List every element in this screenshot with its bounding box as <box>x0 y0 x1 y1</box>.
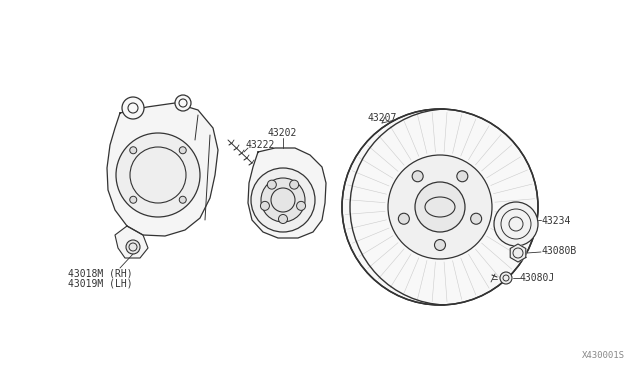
Polygon shape <box>248 148 326 238</box>
Circle shape <box>470 213 482 224</box>
Polygon shape <box>115 226 148 258</box>
Circle shape <box>116 133 200 217</box>
Circle shape <box>342 109 538 305</box>
Circle shape <box>126 240 140 254</box>
Text: 43019M (LH): 43019M (LH) <box>68 278 132 288</box>
Text: 43234: 43234 <box>541 216 570 226</box>
Circle shape <box>415 182 465 232</box>
Circle shape <box>130 196 137 203</box>
Circle shape <box>494 202 538 246</box>
Circle shape <box>278 215 287 224</box>
Text: 43207: 43207 <box>367 113 396 123</box>
Circle shape <box>260 201 269 211</box>
Circle shape <box>268 180 276 189</box>
Circle shape <box>435 240 445 250</box>
Circle shape <box>179 147 186 154</box>
Text: X430001S: X430001S <box>582 351 625 360</box>
Text: 43222: 43222 <box>245 140 275 150</box>
Circle shape <box>122 97 144 119</box>
Circle shape <box>500 272 512 284</box>
Polygon shape <box>510 244 526 262</box>
Circle shape <box>179 196 186 203</box>
Text: 43202: 43202 <box>267 128 296 138</box>
Text: 43080B: 43080B <box>541 246 576 256</box>
Circle shape <box>457 171 468 182</box>
Circle shape <box>251 168 315 232</box>
Circle shape <box>388 155 492 259</box>
Polygon shape <box>107 103 218 236</box>
Circle shape <box>398 213 410 224</box>
Text: 43080J: 43080J <box>520 273 556 283</box>
Circle shape <box>261 178 305 222</box>
Circle shape <box>296 201 305 211</box>
Text: 43018M (RH): 43018M (RH) <box>68 268 132 278</box>
Circle shape <box>175 95 191 111</box>
Circle shape <box>130 147 137 154</box>
Circle shape <box>290 180 299 189</box>
Circle shape <box>412 171 423 182</box>
